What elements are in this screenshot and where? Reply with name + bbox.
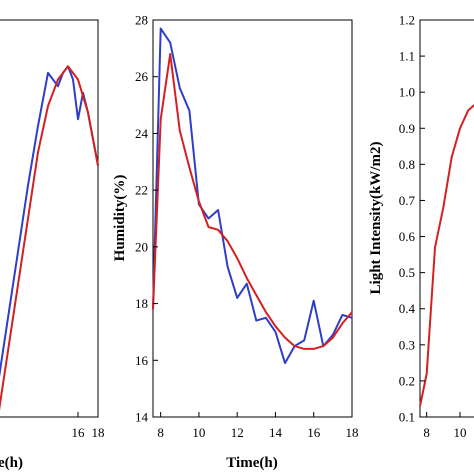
- light-y-ticks: 0.1 0.2 0.3 0.4 0.5 0.6 0.7 0.8 0.9 1.0 1.1 1.2: [399, 13, 425, 425]
- light-x-tick-label: 8: [423, 425, 430, 440]
- left-series-line-0: [0, 65, 99, 378]
- humidity-y-tick-label: 20: [135, 239, 148, 254]
- light-y-tick-label: 0.1: [399, 410, 415, 425]
- light-series-line-0: [419, 103, 474, 407]
- humidity-y-tick-label: 24: [135, 126, 149, 141]
- left-x-ticks: 16 18: [72, 412, 105, 440]
- light-y-tick-label: 0.9: [399, 121, 415, 136]
- light-y-tick-label: 0.7: [399, 193, 416, 208]
- humidity-y-tick-label: 28: [135, 13, 148, 28]
- left-x-tick-label: 16: [72, 425, 86, 440]
- left-x-axis-label: e(h): [0, 455, 23, 471]
- left-panel: 16 18 e(h): [0, 19, 105, 471]
- left-series-group: [0, 65, 99, 411]
- light-y-tick-label: 0.6: [399, 229, 416, 244]
- humidity-series-group: [152, 27, 353, 365]
- humidity-series-line-1: [152, 53, 353, 350]
- humidity-plot-frame: [152, 19, 353, 418]
- light-y-tick-label: 0.4: [399, 301, 416, 316]
- left-series-line-1: [0, 65, 99, 411]
- humidity-x-axis-label: Time(h): [226, 455, 277, 471]
- humidity-y-ticks: 14 16 18 20 22 24 26 28: [135, 13, 158, 425]
- humidity-y-tick-label: 18: [135, 296, 148, 311]
- light-x-ticks: 8 10: [423, 412, 467, 440]
- light-y-tick-label: 0.2: [399, 373, 415, 388]
- light-y-tick-label: 0.5: [399, 265, 415, 280]
- humidity-y-tick-label: 22: [135, 183, 148, 198]
- humidity-y-axis-label: Humidity(%): [112, 175, 128, 262]
- humidity-x-tick-label: 18: [346, 425, 359, 440]
- light-y-tick-label: 0.8: [399, 157, 415, 172]
- light-y-tick-label: 1.1: [399, 49, 415, 64]
- humidity-x-tick-label: 8: [157, 425, 164, 440]
- humidity-x-ticks: 8 10 12 14 16 18: [157, 412, 359, 440]
- light-panel: 0.1 0.2 0.3 0.4 0.5 0.6 0.7 0.8 0.9 1.0 1.1 1.2 8 10…: [368, 13, 474, 440]
- light-y-axis-label: Light Intensity(kW/m2): [368, 142, 384, 295]
- humidity-y-tick-label: 16: [135, 353, 149, 368]
- left-x-tick-label: 18: [92, 425, 105, 440]
- light-series-group: [419, 103, 474, 407]
- left-plot-frame: [0, 19, 99, 418]
- humidity-x-tick-label: 12: [231, 425, 244, 440]
- light-y-tick-label: 0.3: [399, 337, 415, 352]
- humidity-series-line-0: [152, 27, 353, 365]
- humidity-y-tick-label: 14: [135, 410, 149, 425]
- humidity-x-tick-label: 14: [269, 425, 283, 440]
- light-plot-frame: [419, 19, 474, 418]
- light-x-tick-label: 10: [454, 425, 467, 440]
- light-y-tick-label: 1.2: [399, 13, 415, 28]
- humidity-y-tick-label: 26: [135, 69, 149, 84]
- light-y-tick-label: 1.0: [399, 85, 415, 100]
- humidity-x-tick-label: 10: [192, 425, 205, 440]
- humidity-x-tick-label: 16: [307, 425, 321, 440]
- humidity-panel: 14 16 18 20 22 24 26 28 8 10 12 14 16 18 Humidity(%)…: [112, 13, 359, 472]
